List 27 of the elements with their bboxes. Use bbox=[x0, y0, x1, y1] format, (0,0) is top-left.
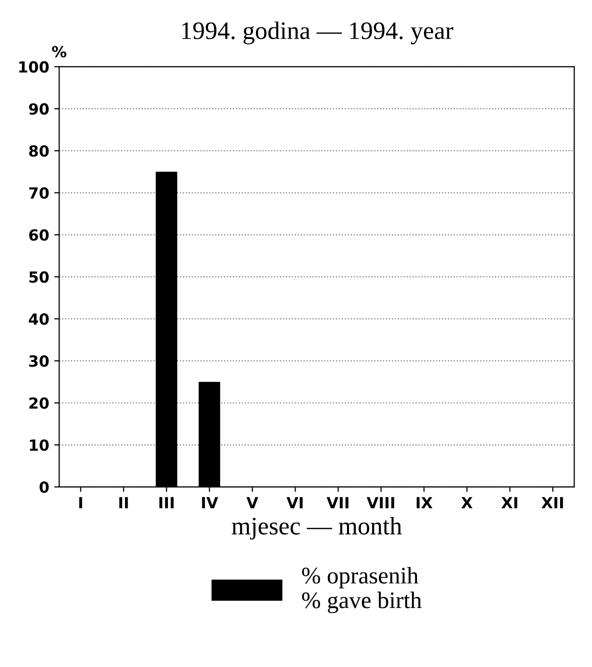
y-tick-label: 100 bbox=[19, 61, 49, 73]
x-tick-label: III bbox=[159, 497, 174, 508]
chart-title: 1994. godina — 1994. year bbox=[182, 22, 454, 44]
y-tick-label: 50 bbox=[29, 271, 49, 283]
y-tick-label: 0 bbox=[40, 481, 49, 493]
x-tick-label: VI bbox=[286, 497, 303, 508]
y-tick-label: 40 bbox=[28, 313, 49, 325]
x-axis-title: mjesec — month bbox=[232, 516, 402, 540]
x-tick-label: X bbox=[461, 497, 473, 508]
x-tick-label: I bbox=[79, 497, 82, 508]
y-tick-label: 20 bbox=[29, 397, 49, 409]
x-tick-label: V bbox=[246, 497, 258, 508]
y-tick-label: 10 bbox=[30, 439, 49, 451]
x-tick-label: VIII bbox=[366, 497, 394, 508]
x-tick-label: XI bbox=[501, 497, 518, 508]
y-tick-label: 70 bbox=[29, 187, 49, 199]
x-tick-label: VII bbox=[326, 497, 348, 508]
y-tick-label: 90 bbox=[29, 103, 49, 115]
x-tick-label: II bbox=[119, 497, 128, 508]
legend-label: % oprasenih % gave birth bbox=[302, 566, 422, 614]
x-tick-label: IX bbox=[416, 497, 432, 508]
y-tick-label: 80 bbox=[29, 145, 49, 157]
y-tick-label: 30 bbox=[29, 355, 49, 367]
y-tick-label: 60 bbox=[29, 229, 49, 241]
x-tick-label: IV bbox=[202, 497, 218, 508]
y-axis-title: % bbox=[52, 46, 66, 58]
x-tick-label: XII bbox=[542, 497, 563, 508]
